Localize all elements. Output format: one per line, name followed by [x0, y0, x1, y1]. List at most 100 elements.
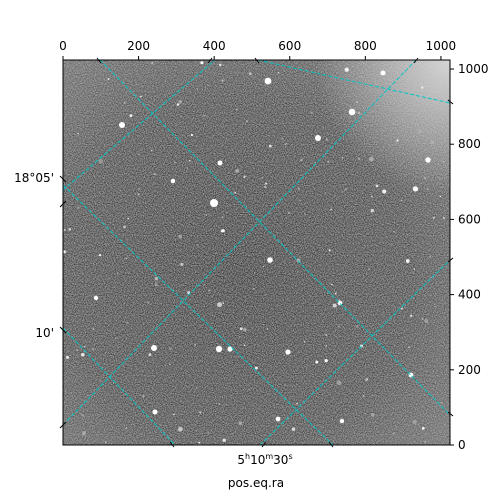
star [405, 259, 410, 263]
star [151, 149, 153, 152]
star [119, 189, 122, 192]
dec-tick-mark [59, 421, 67, 429]
star [421, 86, 424, 89]
star [222, 302, 225, 304]
star [315, 360, 319, 364]
bright-star [380, 70, 386, 76]
star [76, 349, 79, 352]
ra-tick-label: 5h10m30s [237, 452, 292, 467]
star [178, 100, 183, 104]
star [243, 344, 246, 347]
star [123, 225, 126, 229]
bright-star [285, 349, 291, 355]
star [207, 431, 209, 433]
grid-line [63, 327, 176, 445]
star [304, 213, 306, 215]
star [199, 411, 202, 414]
star [217, 302, 223, 308]
star [138, 153, 141, 156]
star [68, 228, 72, 231]
star [358, 112, 360, 114]
star [297, 271, 299, 273]
x-axis-label: pos.eq.ra [228, 476, 284, 490]
star [435, 305, 437, 308]
star [98, 158, 104, 164]
star [334, 292, 337, 295]
star [114, 337, 117, 339]
star [303, 341, 306, 343]
star [126, 321, 129, 324]
image-panel [63, 60, 450, 445]
star [81, 414, 85, 417]
star [173, 413, 176, 416]
star [63, 228, 66, 232]
star [277, 72, 280, 74]
y-tick-label-right: 400 [458, 288, 481, 302]
star [291, 427, 296, 431]
star [243, 175, 246, 178]
star [370, 208, 375, 213]
star [412, 420, 417, 424]
bright-star [119, 122, 125, 128]
star [320, 426, 322, 428]
star [438, 177, 441, 180]
star [105, 441, 107, 444]
ra-seconds-unit: s [288, 452, 292, 461]
star [196, 88, 199, 90]
coordinate-grid [63, 60, 450, 445]
star [400, 307, 403, 310]
x-tick-label-top: 800 [354, 39, 377, 53]
star [410, 314, 413, 317]
star [355, 325, 359, 328]
star [154, 283, 158, 287]
star [296, 402, 298, 405]
bright-star [267, 257, 273, 263]
ra-hours: 5 [237, 453, 245, 467]
star [356, 101, 358, 104]
ra-tick-mark [254, 57, 260, 64]
star [413, 268, 415, 270]
star [235, 169, 240, 173]
x-tick-label-top: 400 [203, 39, 226, 53]
dec-tick-mark [59, 326, 67, 334]
star [325, 344, 328, 347]
star [248, 389, 250, 391]
star [327, 160, 330, 163]
world-axis-ticks [59, 57, 454, 448]
star [248, 72, 252, 76]
ra-tick-mark [207, 57, 213, 64]
star [178, 234, 183, 239]
bright-star [210, 199, 218, 207]
star [287, 211, 291, 215]
dec-tick-label-2: 10' [35, 326, 54, 340]
star [238, 421, 243, 425]
star [330, 208, 332, 211]
star [77, 206, 80, 210]
grid-line [99, 60, 450, 416]
star [341, 190, 344, 193]
star [362, 395, 365, 397]
star [194, 344, 196, 346]
star [200, 61, 204, 65]
dec-tick-mark [59, 175, 67, 183]
star [368, 268, 370, 270]
star [151, 61, 154, 65]
star [393, 230, 395, 233]
star [81, 353, 85, 357]
star [154, 276, 159, 281]
star [440, 402, 442, 404]
star [190, 134, 193, 137]
bright-star [93, 295, 99, 301]
ra-hours-unit: h [245, 452, 250, 461]
star [222, 438, 226, 442]
star [432, 216, 435, 219]
star [137, 193, 140, 196]
star [127, 217, 129, 220]
y-tick-label-right: 600 [458, 212, 481, 226]
star [92, 328, 95, 330]
star [268, 144, 272, 148]
star [147, 301, 150, 304]
bright-star [170, 178, 176, 184]
y-tick-label-right: 0 [458, 438, 466, 452]
